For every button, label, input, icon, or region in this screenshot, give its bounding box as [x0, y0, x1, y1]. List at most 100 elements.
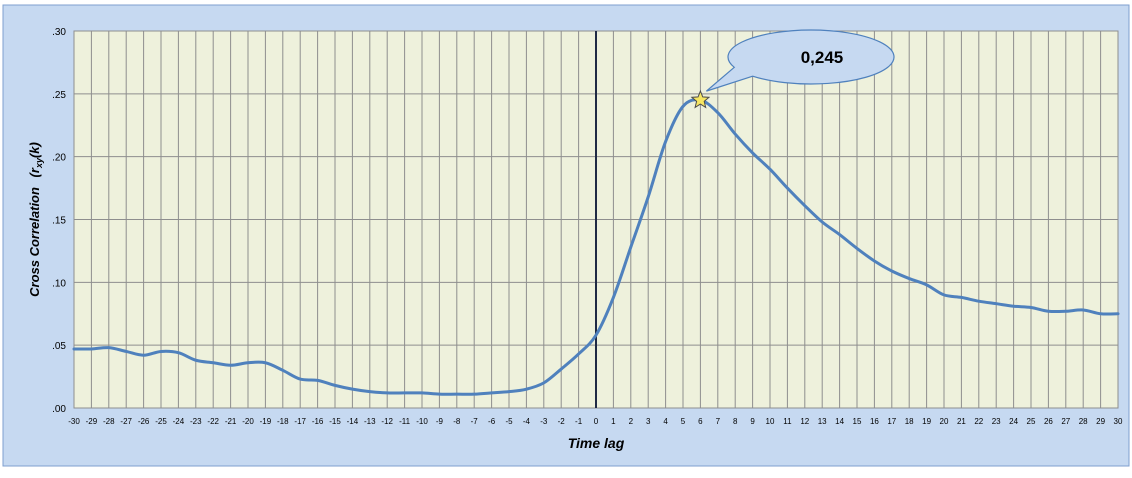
y-axis-ticks: .00 .05 .10 .15 .20 .25 .30: [52, 27, 66, 415]
y-tick-label: .15: [52, 216, 66, 227]
data-point: [525, 388, 527, 390]
data-point: [508, 390, 510, 392]
data-point: [334, 384, 336, 386]
data-point: [1099, 313, 1101, 315]
x-tick-label: 13: [818, 417, 827, 426]
data-point: [543, 382, 545, 384]
x-tick-label: -8: [453, 417, 461, 426]
data-point: [943, 294, 945, 296]
peak-annotation: 0,245: [690, 29, 895, 109]
y-tick-label: .10: [52, 278, 66, 289]
x-tick-label: -30: [68, 417, 80, 426]
data-point: [647, 196, 649, 198]
data-point: [612, 296, 614, 298]
y-tick-label: .05: [52, 341, 66, 352]
data-point: [177, 352, 179, 354]
x-tick-label: 7: [716, 417, 721, 426]
data-point: [577, 353, 579, 355]
y-tick-label: .25: [52, 90, 66, 101]
x-tick-label: 6: [698, 417, 703, 426]
x-tick-label: -1: [575, 417, 583, 426]
data-point: [1117, 313, 1119, 315]
x-tick-label: -6: [488, 417, 496, 426]
data-point: [1047, 310, 1049, 312]
x-tick-label: 0: [594, 417, 599, 426]
data-point: [1065, 310, 1067, 312]
x-tick-label: -16: [312, 417, 324, 426]
x-tick-label: -20: [242, 417, 254, 426]
data-point: [838, 233, 840, 235]
x-tick-label: -22: [207, 417, 219, 426]
x-tick-label: 10: [766, 417, 775, 426]
x-tick-label: 22: [974, 417, 983, 426]
x-tick-label: 30: [1114, 417, 1123, 426]
y-axis-title: Cross Correlation (rxy(k): [27, 142, 44, 297]
x-tick-label: 18: [905, 417, 914, 426]
data-point: [873, 260, 875, 262]
data-point: [891, 270, 893, 272]
data-point: [908, 277, 910, 279]
x-tick-label: -19: [260, 417, 272, 426]
data-point: [960, 296, 962, 298]
x-tick-label: -23: [190, 417, 202, 426]
x-tick-label: 14: [835, 417, 844, 426]
x-tick-label: -24: [173, 417, 185, 426]
data-point: [473, 393, 475, 395]
x-tick-label: -14: [347, 417, 359, 426]
x-tick-label: -10: [416, 417, 428, 426]
y-tick-label: .30: [52, 27, 66, 38]
y-axis-title-tail: (k): [27, 142, 42, 158]
data-point: [90, 348, 92, 350]
callout-label: 0,245: [801, 48, 844, 67]
x-tick-label: 1: [611, 417, 616, 426]
data-point: [717, 111, 719, 113]
data-point: [299, 378, 301, 380]
x-tick-label: -18: [277, 417, 289, 426]
data-point: [229, 364, 231, 366]
data-point: [386, 392, 388, 394]
x-tick-label: 26: [1044, 417, 1053, 426]
data-point: [595, 334, 597, 336]
y-axis-title-math: (r: [27, 167, 42, 177]
x-tick-label: -9: [436, 417, 444, 426]
x-tick-label: 29: [1096, 417, 1105, 426]
x-tick-label: 11: [783, 417, 792, 426]
data-point: [160, 350, 162, 352]
x-tick-label: -11: [399, 417, 411, 426]
data-point: [490, 392, 492, 394]
x-tick-label: -15: [329, 417, 341, 426]
data-point: [804, 204, 806, 206]
peak-star-icon: [690, 89, 711, 109]
x-tick-label: 17: [887, 417, 896, 426]
x-tick-label: 24: [1009, 417, 1018, 426]
y-tick-label: .00: [52, 404, 66, 415]
y-axis-title-subscript: xy: [34, 157, 44, 169]
x-tick-label: -29: [86, 417, 98, 426]
series-line: [72, 98, 1120, 396]
data-point: [421, 392, 423, 394]
data-point: [751, 152, 753, 154]
data-point: [630, 246, 632, 248]
data-point: [195, 359, 197, 361]
data-point: [125, 350, 127, 352]
data-point: [786, 187, 788, 189]
data-point: [212, 362, 214, 364]
data-point: [264, 362, 266, 364]
x-tick-label: -27: [120, 417, 132, 426]
data-point: [769, 168, 771, 170]
data-point: [682, 105, 684, 107]
x-tick-label: -3: [540, 417, 548, 426]
data-point: [856, 247, 858, 249]
x-tick-label: 16: [870, 417, 879, 426]
x-tick-label: -26: [138, 417, 150, 426]
x-tick-label: 9: [750, 417, 755, 426]
x-tick-label: 4: [663, 417, 668, 426]
data-point: [978, 300, 980, 302]
data-point: [664, 140, 666, 142]
data-point: [560, 368, 562, 370]
x-tick-label: 21: [957, 417, 966, 426]
callout-bubble: [706, 29, 895, 92]
data-point: [73, 348, 75, 350]
